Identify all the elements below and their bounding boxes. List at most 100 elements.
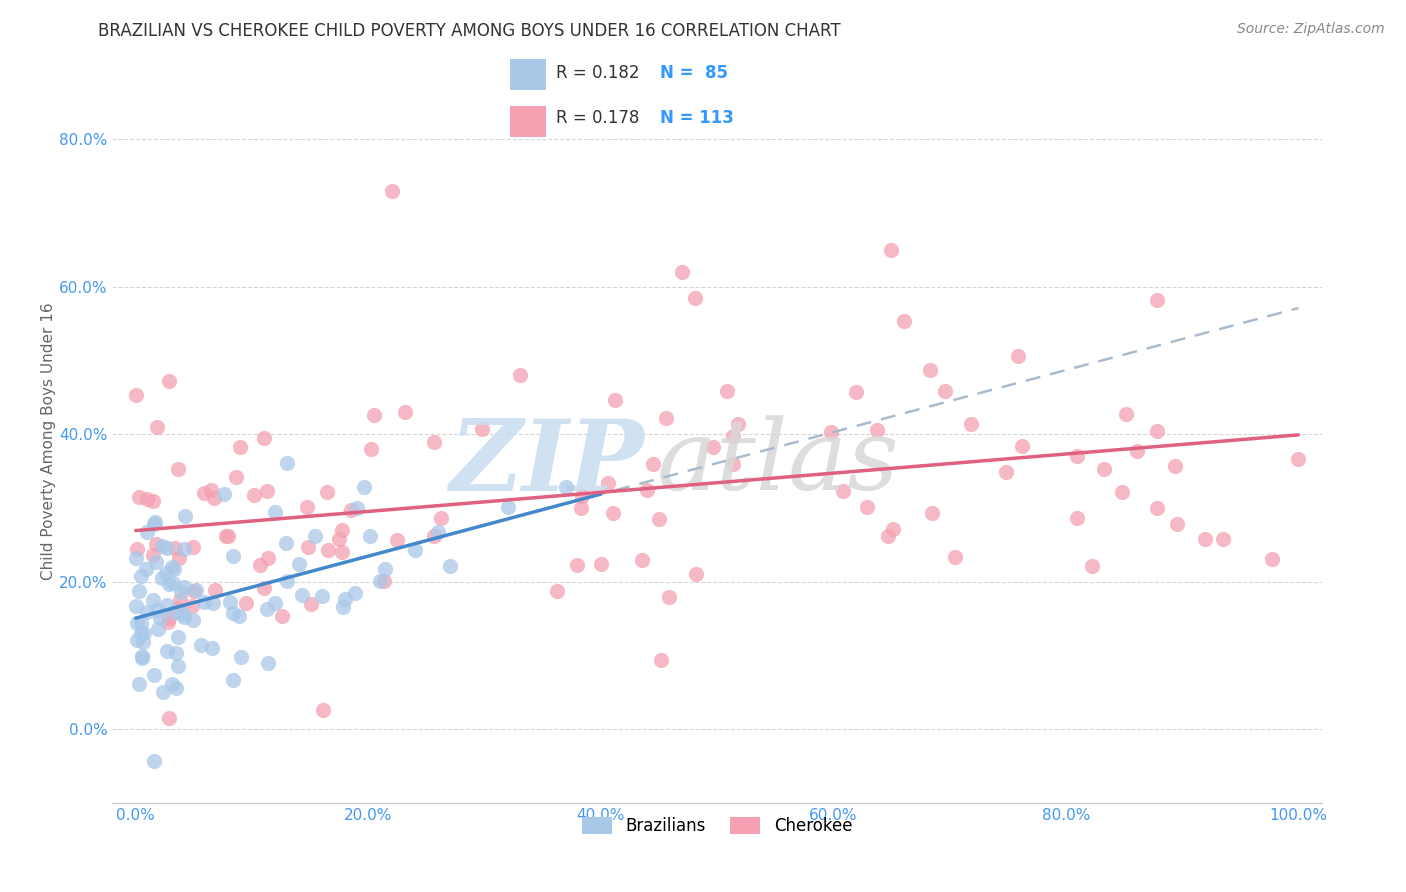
Text: Source: ZipAtlas.com: Source: ZipAtlas.com — [1237, 22, 1385, 37]
Text: R = 0.182: R = 0.182 — [557, 64, 640, 82]
Point — [716, 384, 738, 398]
Point — [135, 524, 157, 539]
Point — [169, 593, 191, 607]
Point — [157, 374, 180, 388]
Point — [142, 548, 165, 562]
Point — [165, 681, 187, 695]
Point — [332, 599, 354, 614]
Point — [145, 515, 167, 529]
Point — [1115, 407, 1137, 421]
Point — [131, 651, 153, 665]
Point — [160, 560, 183, 574]
Point — [157, 711, 180, 725]
Point — [333, 591, 356, 606]
Text: N =  85: N = 85 — [661, 64, 728, 82]
Point — [471, 422, 494, 436]
Point — [128, 583, 150, 598]
Point — [152, 685, 174, 699]
Point — [155, 541, 177, 556]
Point — [702, 440, 724, 454]
Point — [217, 529, 239, 543]
Point — [683, 291, 706, 305]
Point — [131, 569, 153, 583]
Point — [214, 487, 236, 501]
Point — [299, 597, 322, 611]
FancyBboxPatch shape — [509, 106, 546, 137]
Point — [127, 615, 149, 630]
Point — [921, 506, 943, 520]
Point — [330, 523, 353, 537]
Point — [190, 638, 212, 652]
Point — [167, 600, 190, 615]
Point — [359, 529, 381, 543]
Point — [1146, 293, 1168, 307]
Point — [143, 517, 166, 532]
Text: BRAZILIAN VS CHEROKEE CHILD POVERTY AMONG BOYS UNDER 16 CORRELATION CHART: BRAZILIAN VS CHEROKEE CHILD POVERTY AMON… — [98, 22, 841, 40]
Point — [1194, 532, 1216, 546]
Point — [264, 505, 287, 519]
Point — [156, 644, 179, 658]
Point — [943, 550, 966, 565]
Point — [1286, 452, 1309, 467]
Point — [496, 500, 519, 514]
Point — [150, 571, 173, 585]
Point — [193, 595, 215, 609]
Point — [655, 410, 678, 425]
Point — [845, 384, 868, 399]
Point — [295, 500, 318, 515]
Point — [373, 574, 395, 588]
Point — [229, 650, 252, 665]
Point — [163, 561, 186, 575]
Point — [648, 512, 671, 526]
Point — [1166, 517, 1188, 532]
Point — [146, 420, 169, 434]
Point — [276, 456, 298, 470]
Point — [1212, 532, 1234, 546]
Text: ZIP: ZIP — [450, 415, 644, 511]
Point — [228, 609, 250, 624]
Point — [142, 493, 165, 508]
Point — [343, 586, 366, 600]
Point — [567, 558, 589, 573]
Point — [243, 488, 266, 502]
Point — [346, 500, 368, 515]
Point — [423, 528, 446, 542]
Point — [167, 550, 190, 565]
Point — [631, 553, 654, 567]
Point — [328, 532, 350, 546]
Point — [204, 582, 226, 597]
Point — [125, 599, 148, 613]
Point — [832, 483, 855, 498]
Point — [222, 549, 245, 563]
Point — [143, 754, 166, 768]
Point — [135, 562, 157, 576]
Point — [1164, 458, 1187, 473]
Point — [1125, 443, 1147, 458]
Point — [297, 541, 319, 555]
Point — [276, 574, 298, 588]
Point — [181, 613, 204, 627]
Point — [316, 542, 339, 557]
Point — [918, 362, 941, 376]
Point — [172, 607, 194, 621]
Point — [571, 489, 593, 503]
Point — [165, 647, 187, 661]
Point — [439, 558, 461, 573]
Point — [136, 491, 159, 506]
Point — [353, 480, 375, 494]
Point — [374, 562, 396, 576]
Point — [146, 622, 169, 636]
Point — [173, 542, 195, 557]
Point — [866, 424, 889, 438]
Point — [142, 592, 165, 607]
Point — [291, 588, 314, 602]
Point — [167, 658, 190, 673]
Point — [1146, 424, 1168, 438]
Point — [404, 543, 426, 558]
Point — [427, 525, 450, 540]
Point — [554, 480, 576, 494]
Point — [145, 555, 167, 569]
Point — [162, 575, 184, 590]
Point — [155, 598, 177, 612]
Point — [363, 408, 385, 422]
